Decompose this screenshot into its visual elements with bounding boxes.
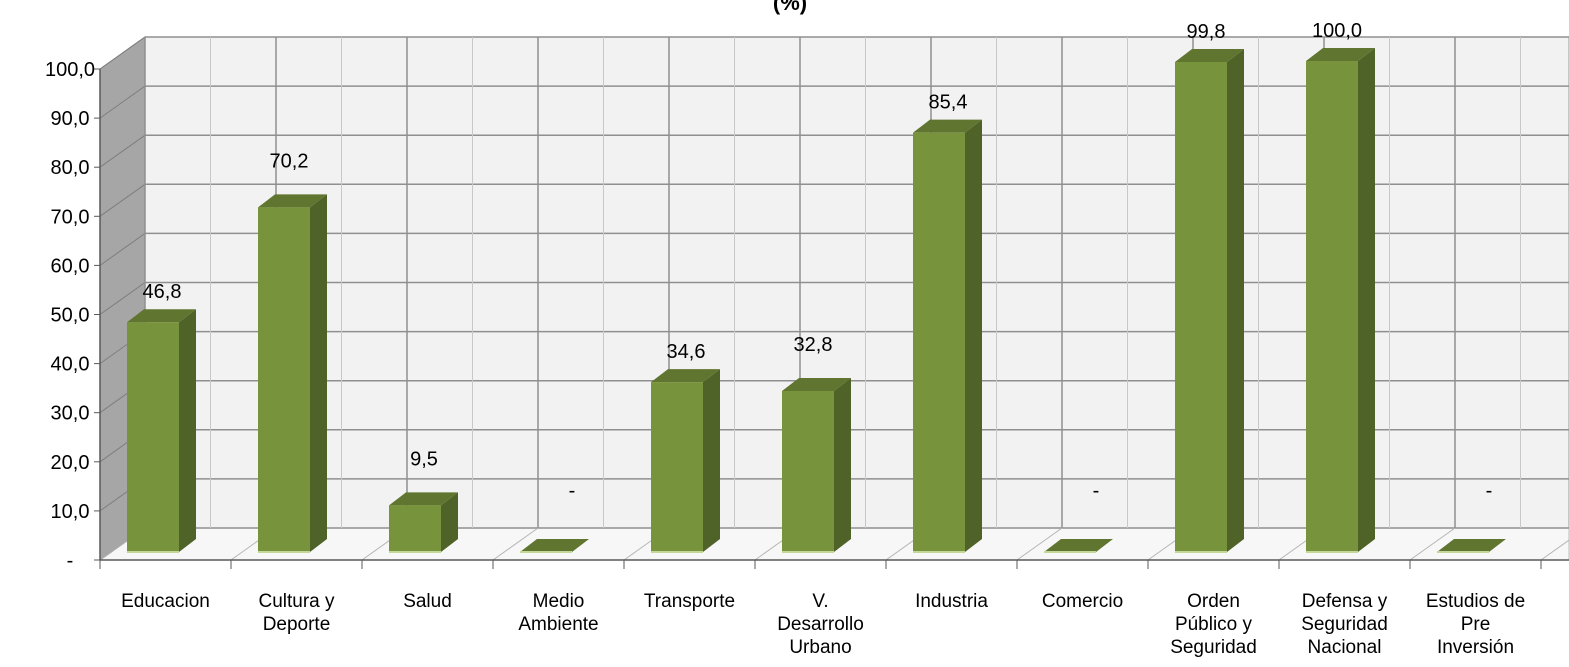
x-tick-label: Medio Ambiente	[518, 591, 598, 635]
data-label: -	[1486, 480, 1493, 502]
data-label: 32,8	[794, 334, 833, 356]
bar-front	[389, 505, 441, 552]
bar	[1437, 539, 1506, 553]
axes: - 10,0 20,0 30,0 40,0 50,0 60,0 70,0 80,0 90,0 100…	[45, 59, 1569, 658]
gridline-side	[99, 232, 146, 266]
floor-line	[1540, 539, 1569, 561]
bar-side	[1227, 48, 1244, 553]
bar-side	[703, 369, 720, 552]
y-tick-label: 90,0	[51, 108, 90, 130]
bar-front	[782, 390, 834, 552]
x-tick-label: Cultura y Deporte	[258, 591, 335, 635]
bar-front	[1175, 61, 1227, 553]
chart-title: (%)	[773, 0, 807, 15]
bar-top	[1175, 48, 1244, 62]
bar-front	[1306, 61, 1358, 552]
bar-top	[1044, 539, 1113, 552]
gridline-side	[99, 183, 146, 217]
bar-top	[127, 309, 196, 323]
bar-front	[258, 207, 310, 552]
x-tick-label: Comercio	[1042, 591, 1123, 612]
y-tick-label: 50,0	[51, 305, 90, 327]
x-tick-label: Orden Público y Seguridad	[1170, 591, 1257, 658]
floor-line	[1409, 527, 1456, 561]
bar-top	[782, 377, 851, 391]
bar-top	[520, 539, 589, 552]
bar	[389, 492, 458, 553]
gridline-side	[99, 282, 146, 315]
bar	[1306, 48, 1375, 553]
data-label: 99,8	[1187, 21, 1226, 43]
data-label: 85,4	[929, 92, 968, 114]
bar	[258, 194, 327, 553]
x-tick-label: Industria	[915, 591, 988, 612]
y-tick-label: -	[67, 550, 74, 572]
bar	[1175, 48, 1244, 553]
floor-line	[1016, 527, 1063, 561]
bar-side	[834, 377, 851, 552]
gridline-side	[99, 36, 146, 70]
bar	[913, 119, 982, 553]
bar-top	[651, 369, 720, 383]
x-tick-label: Defensa y Seguridad Nacional	[1301, 591, 1388, 658]
y-tick-label: 40,0	[51, 354, 90, 376]
x-tick-label: Transporte	[644, 591, 735, 612]
data-label: -	[1093, 480, 1100, 502]
x-tick-label: Salud	[403, 591, 452, 612]
data-label: 70,2	[270, 150, 309, 172]
bar	[127, 309, 196, 553]
y-tick-label: 30,0	[51, 403, 90, 425]
x-tick-label: Educacion	[121, 591, 210, 612]
bar-front	[913, 132, 965, 552]
bar-top	[913, 119, 982, 133]
bars	[127, 48, 1506, 553]
bar-side	[179, 309, 196, 552]
bar-front	[651, 382, 703, 552]
data-label: -	[569, 480, 576, 502]
gridline-side	[99, 134, 146, 168]
y-tick-label: 80,0	[51, 157, 90, 179]
bar	[782, 377, 851, 553]
bar-side	[965, 119, 982, 552]
y-tick-label: 60,0	[51, 255, 90, 277]
bar-side	[441, 492, 458, 552]
data-label: 46,8	[143, 281, 182, 303]
y-tick-label: 20,0	[51, 452, 90, 474]
x-tick-label: Estudios de Pre Inversión	[1426, 591, 1525, 658]
bar-top	[1306, 48, 1375, 61]
bar-side	[310, 194, 327, 552]
data-label: 9,5	[410, 448, 438, 470]
data-label: 100,0	[1312, 20, 1362, 42]
bar	[651, 369, 720, 553]
gridline-side	[99, 85, 146, 119]
y-tick-label: 100,0	[45, 59, 95, 81]
bar-top	[1437, 539, 1506, 552]
bar-front	[127, 322, 179, 552]
data-label: 34,6	[667, 341, 706, 363]
floor-line	[492, 527, 539, 561]
bar-top	[389, 492, 458, 506]
bar-side	[1358, 48, 1375, 552]
bar-top	[258, 194, 327, 208]
x-tick-label: V. Desarrollo Urbano	[777, 591, 864, 658]
y-tick-label: 70,0	[51, 206, 90, 228]
data-labels: 46,8 70,2 9,5 - 34,6 32,8 85,4 - 99,8 100,0 -	[143, 20, 1493, 502]
bar	[1044, 539, 1113, 553]
y-tick-label: 10,0	[51, 501, 90, 523]
bar	[520, 539, 589, 553]
